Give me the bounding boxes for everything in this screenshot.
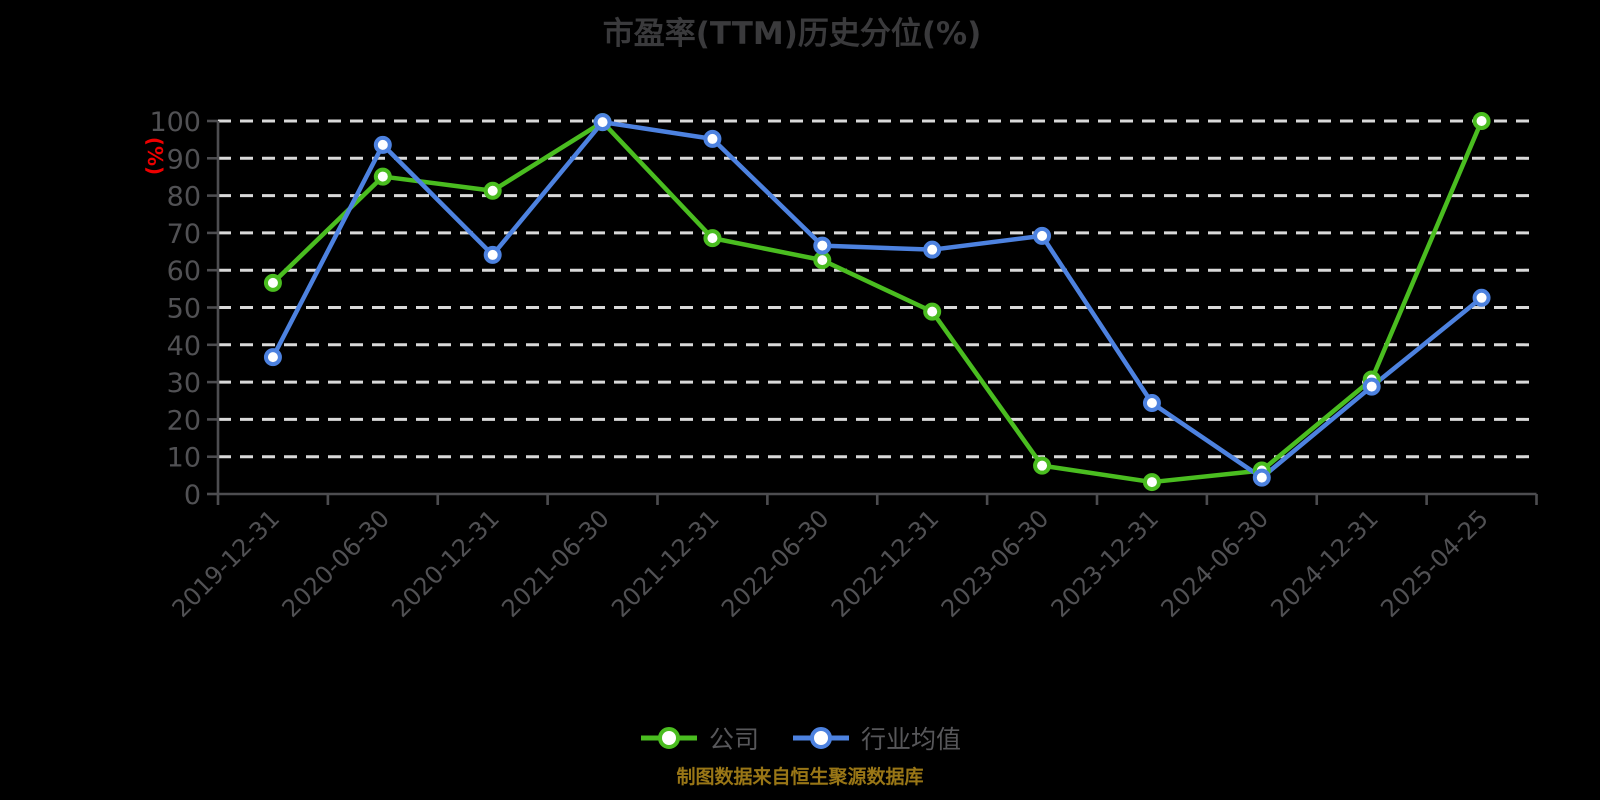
x-tick-label: 2019-12-31 <box>167 504 285 622</box>
x-tick-label: 2022-06-30 <box>716 504 834 622</box>
y-tick-label: 100 <box>149 107 201 138</box>
x-tick-label: 2021-06-30 <box>496 504 614 622</box>
x-tick-label: 2023-06-30 <box>936 504 1054 622</box>
industry-marker <box>1142 393 1161 412</box>
y-tick-label: 90 <box>167 144 201 175</box>
y-tick-label: 40 <box>167 331 201 362</box>
industry-marker <box>1252 468 1271 487</box>
industry-marker <box>923 240 942 259</box>
industry-marker <box>593 113 612 132</box>
x-tick-label: 2024-12-31 <box>1266 504 1384 622</box>
legend: 公司 行业均值 <box>0 720 1600 756</box>
x-tick-label: 2022-12-31 <box>826 504 944 622</box>
y-axis-unit-label: (%) <box>143 137 167 175</box>
industry-marker <box>813 236 832 255</box>
industry-marker <box>373 135 392 154</box>
data-source-note: 制图数据来自恒生聚源数据库 <box>676 766 924 788</box>
chart-title: 市盈率(TTM)历史分位(%) <box>602 16 982 52</box>
legend-label-industry: 行业均值 <box>861 725 962 754</box>
x-tick-label: 2023-12-31 <box>1046 504 1164 622</box>
industry-marker <box>703 129 722 148</box>
company-marker <box>923 302 942 321</box>
industry-marker <box>263 348 282 367</box>
x-tick-label: 2020-12-31 <box>387 504 505 622</box>
x-tick-label: 2025-04-25 <box>1375 504 1493 622</box>
y-tick-label: 60 <box>167 256 201 287</box>
industry-marker <box>1472 288 1491 307</box>
company-line <box>270 118 1484 485</box>
y-tick-label: 20 <box>167 405 201 436</box>
company-marker <box>703 229 722 248</box>
legend-item-company[interactable]: 公司 <box>639 720 759 756</box>
legend-label-company: 公司 <box>708 725 759 754</box>
company-marker <box>1033 456 1052 475</box>
industry-line <box>270 119 1484 480</box>
company-marker <box>263 273 282 292</box>
legend-item-industry[interactable]: 行业均值 <box>791 720 961 756</box>
industry-line-marker-icon <box>793 727 849 749</box>
x-tick-label: 2021-12-31 <box>606 504 724 622</box>
company-marker <box>1472 112 1491 130</box>
industry-marker <box>483 245 502 264</box>
company-marker <box>483 181 502 200</box>
industry-marker <box>1362 377 1381 396</box>
company-marker <box>1142 473 1161 492</box>
y-tick-label: 50 <box>167 294 201 325</box>
company-line-marker-icon <box>640 727 697 749</box>
x-tick-label: 2020-06-30 <box>277 504 395 622</box>
y-tick-label: 70 <box>167 219 201 250</box>
company-marker <box>373 167 392 186</box>
industry-marker <box>1033 226 1052 245</box>
y-tick-label: 80 <box>167 182 201 213</box>
x-tick-label: 2024-06-30 <box>1156 504 1274 622</box>
company-marker <box>813 251 832 270</box>
y-tick-label: 0 <box>184 480 201 511</box>
y-tick-label: 30 <box>167 368 201 399</box>
y-tick-label: 10 <box>167 443 201 474</box>
